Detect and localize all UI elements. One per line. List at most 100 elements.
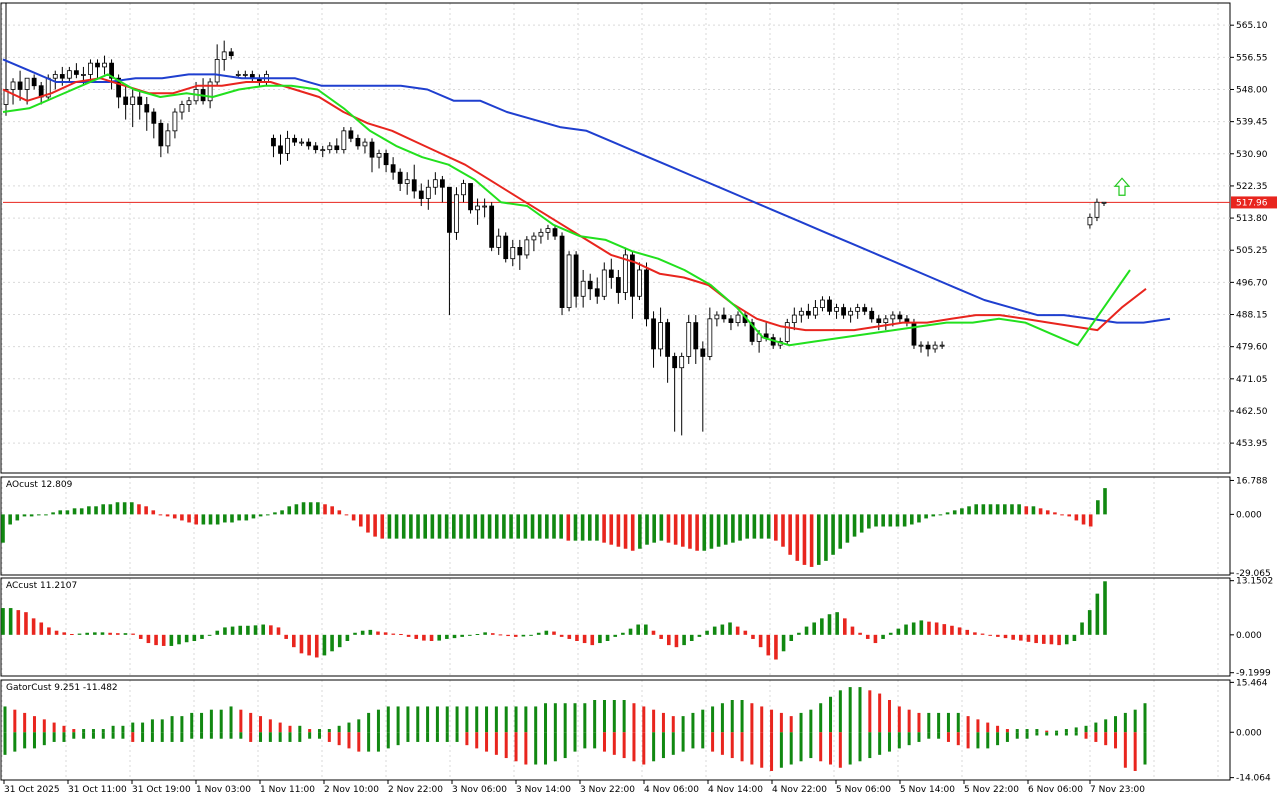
candle-body-bear <box>468 183 473 211</box>
candle-body-bull <box>130 96 136 105</box>
histogram-bar <box>265 514 270 516</box>
y-tick-label: -29.065 <box>1236 569 1271 579</box>
x-tick-label: 4 Nov 06:00 <box>644 785 699 795</box>
histogram-bar <box>750 703 754 733</box>
histogram-bar <box>1 514 5 543</box>
x-tick-label: 7 Nov 23:00 <box>1090 785 1145 795</box>
histogram-bar <box>194 514 199 525</box>
histogram-bar <box>308 732 312 739</box>
candle-body-bull <box>376 152 382 158</box>
candle <box>369 138 375 173</box>
candle <box>1087 213 1093 229</box>
candle-body-bull <box>883 318 889 323</box>
candle-body-bull <box>432 179 438 188</box>
candle <box>383 149 389 173</box>
histogram-bar <box>238 625 243 635</box>
candle-body-bull <box>686 322 692 357</box>
histogram-bar <box>731 514 735 543</box>
candle <box>123 85 129 120</box>
histogram-bar <box>170 732 174 742</box>
histogram-bar <box>1049 634 1054 645</box>
candle <box>904 315 910 327</box>
histogram-bar <box>1005 732 1009 742</box>
histogram-bar <box>1055 730 1059 733</box>
histogram-bar <box>414 634 419 639</box>
histogram-bar <box>750 732 754 765</box>
histogram-bar <box>144 506 148 515</box>
candle-body-bear <box>439 179 445 188</box>
histogram-bar <box>1133 732 1137 771</box>
candle-body-bull <box>461 183 466 196</box>
histogram-bar <box>261 624 265 635</box>
candle <box>144 97 150 131</box>
candle-body-bull <box>207 81 213 102</box>
histogram-bar <box>974 504 978 515</box>
histogram-bar <box>544 630 549 635</box>
histogram-bar <box>957 627 962 635</box>
histogram-bar <box>1019 634 1023 641</box>
histogram-bar <box>1084 725 1088 733</box>
candle <box>552 224 558 240</box>
histogram-bar <box>529 634 533 636</box>
histogram-bar <box>314 634 319 658</box>
histogram-bar <box>1084 732 1088 739</box>
x-tick-label: 31 Oct 11:00 <box>68 785 127 795</box>
histogram-bar <box>1003 504 1007 515</box>
histogram-bar <box>219 732 223 739</box>
histogram-bar <box>22 514 27 517</box>
panel-frame <box>0 679 1231 781</box>
histogram-bar <box>121 732 125 739</box>
histogram-bar <box>347 732 351 749</box>
histogram-bar <box>521 634 526 637</box>
histogram-bar <box>652 514 656 543</box>
histogram-bar <box>468 634 472 636</box>
histogram-bar <box>150 719 154 733</box>
histogram-bar <box>422 634 426 641</box>
histogram-bar <box>850 626 855 635</box>
y-tick-label: 0.000 <box>1236 728 1262 738</box>
x-tick-label: 2 Nov 10:00 <box>324 785 379 795</box>
histogram-bar <box>1103 581 1107 635</box>
histogram-bar <box>1103 488 1107 515</box>
histogram-bar <box>160 719 164 733</box>
histogram-bar <box>966 716 970 733</box>
histogram-bar <box>288 732 292 742</box>
y-tick-label: 530.90 <box>1236 150 1268 160</box>
candle-body-bear <box>517 246 523 256</box>
candle <box>827 296 832 316</box>
candle <box>587 273 593 301</box>
candle-body-bull <box>820 299 825 308</box>
candle-body-bull <box>531 235 537 241</box>
y-tick-label: 539.45 <box>1236 118 1268 128</box>
histogram-bar <box>583 732 587 749</box>
histogram-bar <box>337 732 341 746</box>
candle <box>137 89 143 120</box>
histogram-bar <box>15 514 20 521</box>
candle <box>805 303 811 319</box>
histogram-bar <box>980 633 985 635</box>
panel-frame <box>0 2 1231 474</box>
histogram-bar <box>327 729 331 733</box>
price-axis: 565.10 556.55 548.00 539.45 530.90 522.35 513.… <box>3 21 1268 449</box>
candle-body-bull <box>601 269 607 297</box>
histogram-bar <box>858 687 862 733</box>
candle-body-bear <box>587 280 593 290</box>
histogram-bar <box>671 732 675 755</box>
y-tick-label: 505.25 <box>1236 246 1268 256</box>
candle-body-bear <box>17 81 23 90</box>
candle-body-bear <box>876 318 882 323</box>
candle-body-bear <box>278 145 283 154</box>
histogram-bar <box>249 732 253 742</box>
histogram-bar <box>859 514 864 533</box>
histogram-bar <box>91 732 95 739</box>
candle <box>228 48 234 60</box>
candle-body-bear <box>447 186 452 233</box>
histogram-bar <box>759 514 764 539</box>
y-tick-label: 513.80 <box>1236 214 1268 224</box>
histogram-bar <box>868 732 872 759</box>
histogram-bar <box>666 634 671 646</box>
candle-body-bear <box>925 344 931 350</box>
histogram-bar <box>730 732 734 759</box>
histogram-bar <box>387 514 392 539</box>
